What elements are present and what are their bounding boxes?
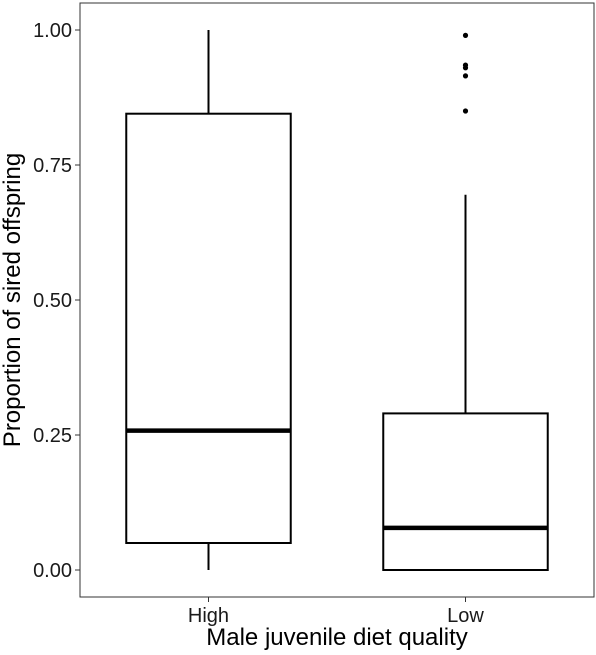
- outlier-point: [462, 32, 469, 39]
- y-axis-title: Proportion of sired offspring: [0, 153, 26, 447]
- y-tick-label: 0.50: [33, 290, 72, 312]
- chart-marks: [125, 30, 549, 571]
- outlier-point: [462, 62, 469, 68]
- box-group-low: [382, 32, 549, 571]
- x-tick-label: Low: [447, 605, 484, 627]
- x-axis: High Low: [188, 597, 484, 627]
- y-tick-label: 0.75: [33, 155, 72, 177]
- box-group-high: [125, 30, 292, 570]
- x-tick-label: High: [188, 605, 229, 627]
- outlier-point: [462, 108, 469, 114]
- y-tick-label: 1.00: [33, 20, 72, 42]
- y-tick-label: 0.25: [33, 425, 72, 447]
- box: [125, 112, 292, 544]
- outlier-point: [462, 73, 469, 79]
- y-tick-label: 0.00: [33, 560, 72, 582]
- x-axis-title: Male juvenile diet quality: [206, 624, 467, 651]
- box: [382, 412, 549, 571]
- y-axis: 0.00 0.25 0.50 0.75 1.00: [33, 20, 80, 582]
